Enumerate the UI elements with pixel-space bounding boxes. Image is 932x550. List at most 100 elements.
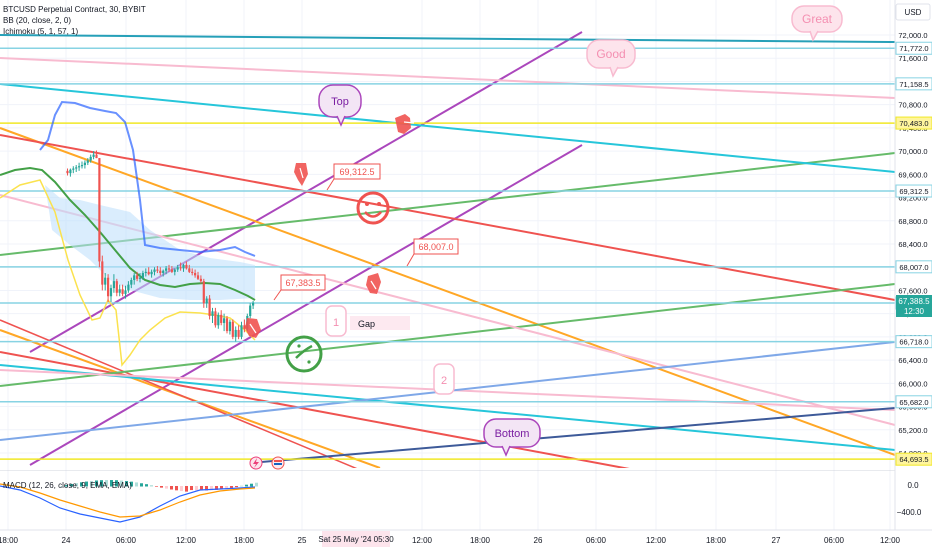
candle-body bbox=[72, 168, 75, 170]
macd-bar bbox=[60, 486, 63, 487]
price-tick: 69,200.0 bbox=[898, 194, 927, 203]
candle-body bbox=[225, 318, 229, 332]
time-tick: 18:00 bbox=[0, 536, 19, 545]
macd-bar bbox=[195, 486, 198, 491]
macd-bar bbox=[240, 485, 243, 487]
macd-bar bbox=[95, 480, 98, 487]
bottom-label: Bottom bbox=[495, 428, 530, 440]
candle-body bbox=[194, 273, 197, 276]
horizontal-levels bbox=[0, 47, 895, 460]
macd-bar bbox=[235, 486, 238, 488]
candle-body bbox=[252, 302, 255, 306]
candle-body bbox=[78, 166, 81, 168]
pink-line-top bbox=[0, 57, 895, 99]
level-label-bg bbox=[895, 41, 932, 55]
candle-body bbox=[220, 314, 223, 323]
macd-bar bbox=[140, 483, 143, 487]
teal-line-middle bbox=[0, 83, 895, 173]
candle-body bbox=[179, 267, 182, 269]
price-tick: 66,000.0 bbox=[898, 379, 927, 388]
time-tick: 12:00 bbox=[646, 536, 667, 545]
level-label-bg bbox=[895, 184, 932, 198]
candle-body bbox=[133, 275, 136, 280]
time-tick: 12:00 bbox=[176, 536, 197, 545]
marker-one-label: 1 bbox=[333, 317, 339, 329]
gap-box bbox=[350, 316, 410, 330]
level-label: 71,158.5 bbox=[899, 80, 928, 89]
macd-bar bbox=[110, 480, 113, 487]
macd-bar bbox=[150, 485, 153, 487]
level-label-bg bbox=[895, 335, 932, 349]
macd-bar bbox=[190, 486, 193, 491]
candle-body bbox=[69, 169, 72, 174]
candle-body bbox=[173, 269, 176, 272]
hand-pointer-icon-2 bbox=[294, 163, 308, 186]
candle-body bbox=[89, 156, 92, 161]
candle-body bbox=[170, 269, 173, 272]
candle-body bbox=[107, 277, 110, 297]
price-tick: 65,200.0 bbox=[898, 426, 927, 435]
callout-68007-text: 68,007.0 bbox=[418, 242, 453, 252]
price-tick: 70,000.0 bbox=[898, 147, 927, 156]
macd-bar bbox=[145, 484, 148, 487]
candle-body bbox=[104, 277, 107, 285]
candle-body bbox=[86, 160, 89, 163]
level-label: 64,693.5 bbox=[899, 455, 928, 464]
macd-bar bbox=[65, 485, 68, 487]
macd-bar bbox=[105, 480, 108, 487]
level-label: 66,718.0 bbox=[899, 338, 928, 347]
smiley-icon bbox=[356, 191, 390, 225]
time-axis[interactable]: 18:00 24 06:00 12:00 18:00 25 12:00 18:00 26 06:0… bbox=[0, 529, 932, 550]
candle-body bbox=[249, 305, 252, 316]
last-price-countdown: 12:30 bbox=[904, 307, 925, 316]
candle-body bbox=[182, 264, 185, 269]
candle-body bbox=[80, 165, 84, 167]
macd-pane bbox=[0, 470, 895, 523]
candle-body bbox=[199, 278, 202, 282]
macd-histogram bbox=[60, 480, 258, 492]
macd-legend[interactable]: MACD (12, 26, close, 9, EMA, EMA) bbox=[3, 481, 132, 490]
candle-body bbox=[138, 277, 142, 279]
candle-body bbox=[115, 281, 118, 293]
macd-bar bbox=[245, 484, 248, 487]
level-label-bg bbox=[895, 260, 932, 274]
green-line-lower bbox=[0, 283, 895, 387]
bb-legend[interactable]: BB (20, close, 2, 0) bbox=[3, 16, 72, 25]
top-label: Top bbox=[331, 96, 349, 108]
macd-bar bbox=[125, 481, 128, 487]
candle-body bbox=[147, 271, 150, 275]
macd-bar bbox=[160, 486, 163, 488]
macd-bar bbox=[120, 480, 123, 487]
time-tick: 26 bbox=[534, 536, 543, 545]
chart-legend: BTCUSD Perpetual Contract, 30, BYBIT BB … bbox=[3, 4, 146, 37]
macd-bar bbox=[230, 486, 233, 488]
candle-body bbox=[191, 271, 194, 274]
candle-body bbox=[98, 158, 101, 262]
price-axis[interactable]: 72,000.071,600.071,200.070,800.070,400.0… bbox=[894, 0, 932, 530]
gap-label: Gap bbox=[358, 319, 375, 329]
bottom-bubble bbox=[483, 418, 541, 448]
candle-body bbox=[214, 311, 217, 326]
macd-bar bbox=[175, 486, 178, 491]
candle-body bbox=[124, 290, 127, 294]
currency-label: USD bbox=[905, 8, 922, 17]
candle-body bbox=[136, 275, 139, 279]
ichimoku-legend[interactable]: Ichimoku (5, 1, 57, 1) bbox=[3, 27, 79, 36]
candle-body bbox=[101, 261, 104, 285]
teal-line-lower bbox=[0, 364, 895, 451]
time-tick: 27 bbox=[772, 536, 781, 545]
time-tick: 18:00 bbox=[234, 536, 255, 545]
level-label-bg bbox=[895, 452, 932, 466]
symbol-title[interactable]: BTCUSD Perpetual Contract, 30, BYBIT bbox=[3, 5, 146, 14]
macd-zero-label: 0.0 bbox=[907, 481, 919, 490]
level-label: 68,007.0 bbox=[899, 263, 928, 272]
candle-body bbox=[66, 170, 69, 174]
ichimoku-cloud bbox=[45, 185, 255, 300]
last-price-label: 67,388.5 12:30 bbox=[896, 295, 932, 317]
candle-body bbox=[237, 329, 240, 337]
red-line-lower bbox=[0, 351, 630, 468]
level-label-bg bbox=[895, 77, 932, 91]
callout-68007 bbox=[413, 238, 459, 255]
marker-two-box bbox=[433, 363, 455, 395]
